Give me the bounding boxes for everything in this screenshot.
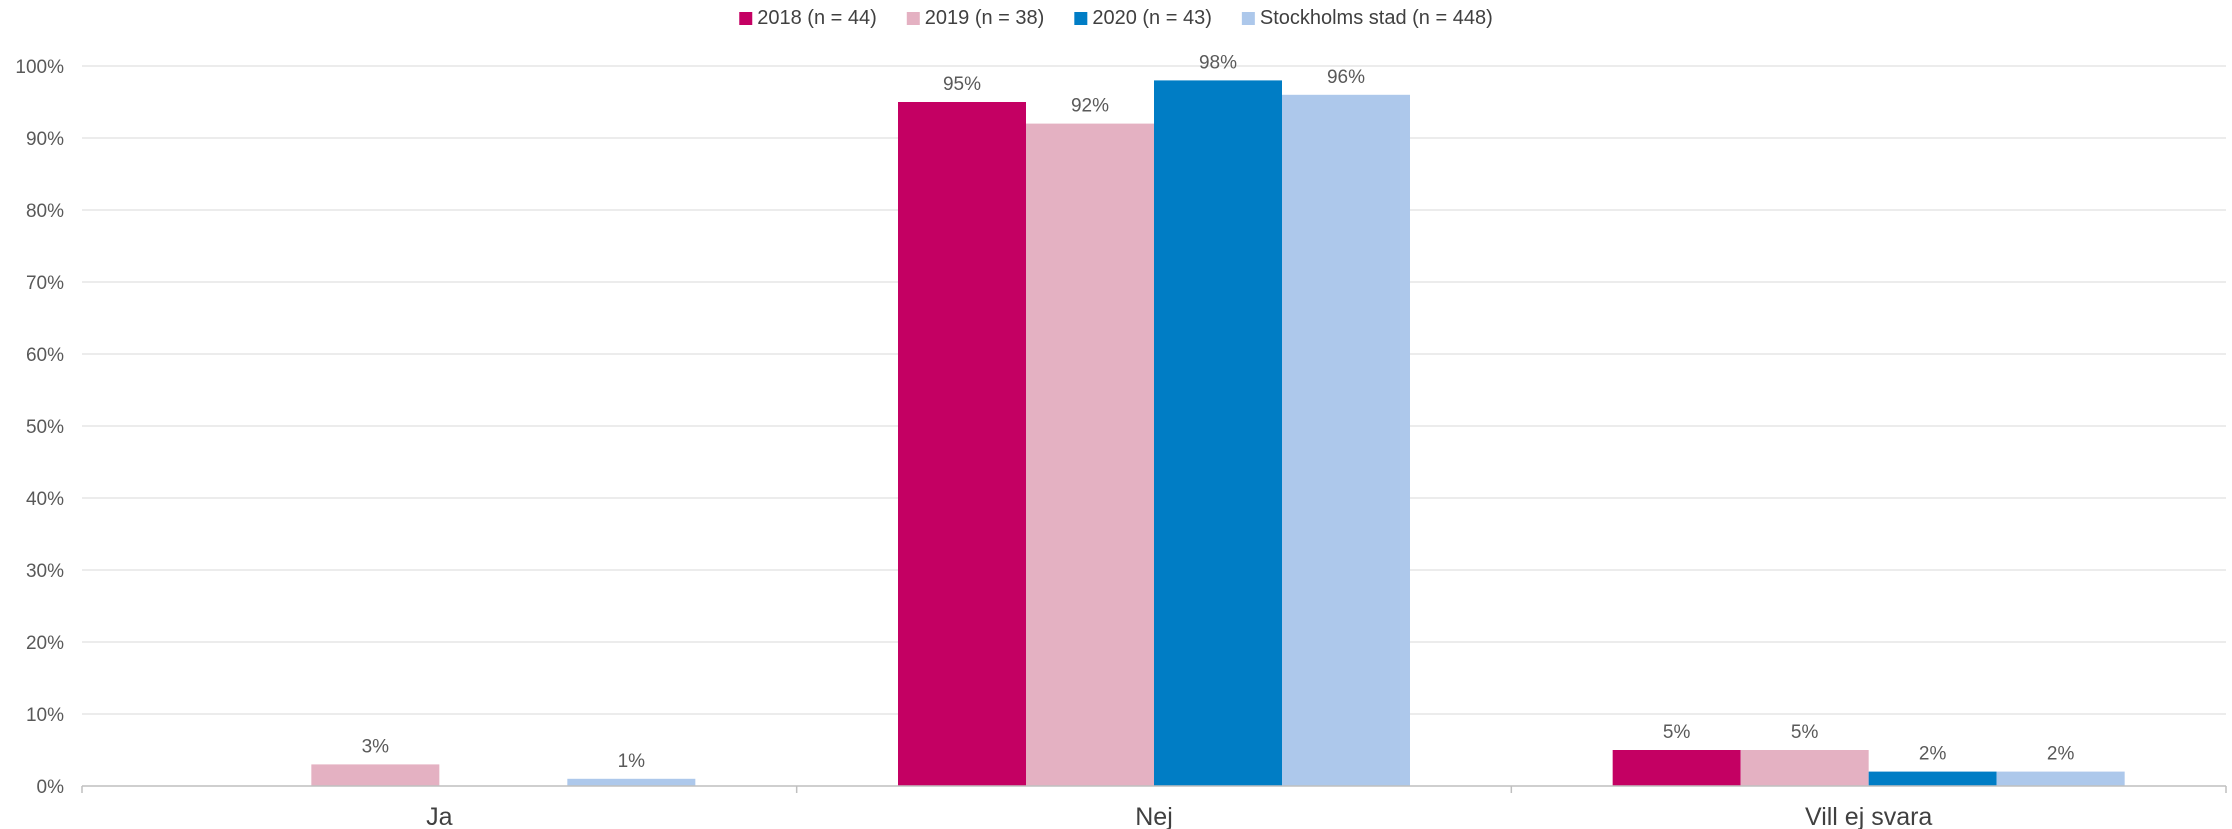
x-axis: Ja Nej Vill ej svara (81, 785, 2227, 829)
x-category-label: Ja (426, 803, 453, 829)
legend-label: Stockholms stad (n = 448) (1260, 7, 1493, 29)
y-tick-label: 80% (26, 201, 64, 222)
legend-swatch (906, 12, 920, 25)
data-label: 1% (618, 751, 646, 772)
bar (898, 102, 1026, 786)
y-tick-label: 30% (26, 561, 64, 582)
data-label: 3% (362, 736, 390, 757)
data-label: 98% (1199, 52, 1237, 73)
y-tick-label: 20% (26, 633, 64, 654)
bar (1740, 750, 1869, 786)
legend-item: 2020 (n = 43) (1074, 7, 1212, 29)
legend-item: 2018 (n = 44) (739, 7, 877, 29)
data-label: 92% (1071, 96, 1109, 117)
bar (311, 764, 440, 786)
data-labels: 3% 1% 95% 92% 98% 96% 5% 5% 2% 2% (362, 52, 2075, 771)
y-tick-label: 60% (26, 345, 64, 366)
legend-item: Stockholms stad (n = 448) (1241, 7, 1493, 29)
legend-item: 2019 (n = 38) (906, 7, 1045, 29)
legend-label: 2020 (n = 43) (1092, 7, 1212, 29)
data-label: 95% (943, 74, 981, 95)
y-tick-label: 90% (26, 129, 64, 150)
legend: 2018 (n = 44) 2019 (n = 38) 2020 (n = 43) S… (739, 7, 1493, 29)
y-tick-label: 0% (37, 777, 65, 798)
bar (1154, 80, 1282, 786)
y-tick-label: 40% (26, 489, 64, 510)
x-category-label: Vill ej svara (1805, 803, 1932, 829)
data-label: 5% (1791, 722, 1819, 743)
bar (1026, 123, 1154, 787)
bar (567, 778, 696, 786)
y-tick-label: 70% (26, 273, 64, 294)
data-label: 2% (1919, 744, 1947, 765)
y-tick-label: 50% (26, 417, 64, 438)
bar (1612, 750, 1741, 786)
bar (1996, 771, 2125, 786)
data-label: 2% (2047, 744, 2075, 765)
data-label: 5% (1663, 722, 1691, 743)
bar (1868, 771, 1997, 786)
legend-swatch (739, 12, 753, 25)
y-tick-label: 100% (15, 57, 64, 78)
x-category-label: Nej (1135, 803, 1173, 829)
y-axis: 0% 10% 20% 30% 40% 50% 60% 70% 80% 90% 100% (15, 57, 64, 798)
y-tick-label: 10% (26, 705, 64, 726)
legend-swatch (1074, 12, 1088, 25)
legend-label: 2019 (n = 38) (925, 7, 1045, 29)
bars (311, 80, 2125, 787)
bar (1282, 94, 1410, 787)
data-label: 96% (1327, 67, 1365, 88)
legend-swatch (1241, 12, 1255, 25)
legend-label: 2018 (n = 44) (757, 7, 877, 29)
